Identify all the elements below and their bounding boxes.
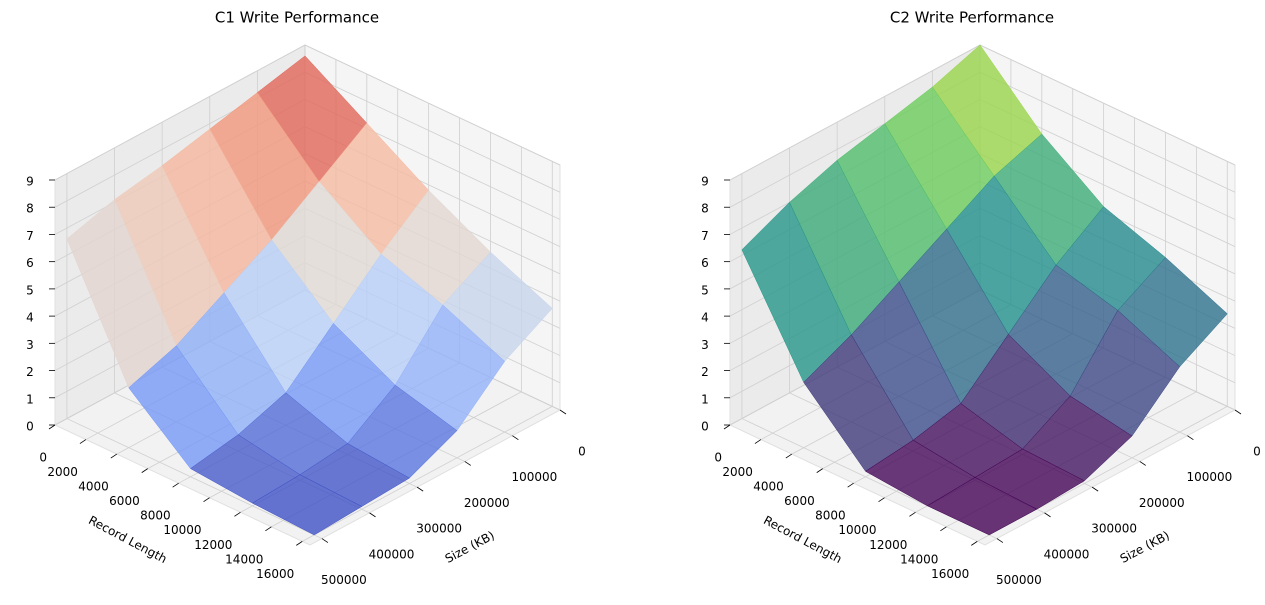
y-tick-label: 10000 xyxy=(163,523,201,537)
tick-mark xyxy=(754,439,762,444)
chart-panel: 0100000200000300000400000500000020004000… xyxy=(26,9,586,588)
tick-mark xyxy=(464,461,471,466)
x-tick-label: 200000 xyxy=(1139,496,1185,510)
grid-line xyxy=(304,44,561,166)
tick-mark xyxy=(172,482,179,488)
z-tick-label: 4 xyxy=(701,311,709,325)
grid-line xyxy=(304,71,561,193)
tick-mark xyxy=(512,435,519,441)
tick-mark xyxy=(723,424,731,430)
y-tick-label: 4000 xyxy=(753,480,784,494)
tick-mark xyxy=(559,409,567,415)
y-tick-label: 8000 xyxy=(140,509,171,523)
z-tick-label: 5 xyxy=(701,283,709,297)
y-tick-label: 0 xyxy=(39,451,47,465)
z-tick-label: 8 xyxy=(26,202,34,216)
x-tick-label: 200000 xyxy=(464,496,510,510)
tick-mark xyxy=(79,439,87,444)
tick-mark xyxy=(296,541,303,546)
grid-line xyxy=(729,44,981,181)
x-tick-label: 400000 xyxy=(1044,547,1090,561)
tick-mark xyxy=(369,512,376,518)
chart-panel: 0100000200000300000400000500000020004000… xyxy=(701,9,1261,588)
y-tick-label: 8000 xyxy=(815,509,846,523)
tick-mark xyxy=(909,511,916,517)
z-tick-label: 5 xyxy=(26,283,34,297)
chart-title: C2 Write Performance xyxy=(890,9,1054,27)
z-tick-label: 1 xyxy=(701,392,709,406)
y-tick-label: 16000 xyxy=(256,567,294,581)
tick-mark xyxy=(1187,435,1194,441)
y-tick-label: 12000 xyxy=(194,538,232,552)
tick-mark xyxy=(110,453,118,459)
tick-mark xyxy=(847,482,854,488)
y-tick-label: 4000 xyxy=(78,480,109,494)
tick-mark xyxy=(940,526,947,532)
y-tick-label: 2000 xyxy=(722,465,753,479)
x-tick-label: 300000 xyxy=(416,522,462,536)
z-tick-label: 0 xyxy=(701,420,709,434)
tick-mark xyxy=(1139,461,1146,466)
tick-mark xyxy=(878,497,885,503)
x-tick-label: 100000 xyxy=(511,470,557,484)
tick-mark xyxy=(1091,486,1099,492)
tick-mark xyxy=(785,453,793,459)
y-tick-label: 12000 xyxy=(869,538,907,552)
x-tick-label: 400000 xyxy=(369,547,415,561)
y-tick-label: 2000 xyxy=(47,465,78,479)
z-tick-label: 7 xyxy=(26,229,34,243)
tick-mark xyxy=(234,511,241,517)
z-tick-label: 1 xyxy=(26,392,34,406)
tick-mark xyxy=(48,424,56,430)
tick-mark xyxy=(971,541,978,546)
grid-line xyxy=(979,71,1236,193)
y-tick-label: 14000 xyxy=(225,552,263,566)
z-tick-label: 9 xyxy=(701,175,709,189)
z-tick-label: 3 xyxy=(701,338,709,352)
grid-line xyxy=(66,418,323,539)
y-tick-label: 6000 xyxy=(109,494,140,508)
y-tick-label: 6000 xyxy=(784,494,815,508)
tick-mark xyxy=(265,526,272,532)
x-tick-label: 0 xyxy=(578,445,586,459)
x-tick-label: 100000 xyxy=(1186,470,1232,484)
x-tick-label: 500000 xyxy=(321,573,367,587)
y-tick-label: 0 xyxy=(714,451,722,465)
z-tick-label: 0 xyxy=(26,420,34,434)
tick-mark xyxy=(816,468,823,473)
z-tick-label: 4 xyxy=(26,311,34,325)
x-tick-label: 500000 xyxy=(996,573,1042,587)
x-tick-label: 300000 xyxy=(1091,522,1137,536)
tick-mark xyxy=(1234,409,1242,415)
x-tick-label: 0 xyxy=(1253,445,1261,459)
z-tick-label: 9 xyxy=(26,175,34,189)
tick-mark xyxy=(996,538,1004,543)
surface-patch xyxy=(251,474,363,536)
grid-line xyxy=(979,44,1236,166)
y-tick-label: 10000 xyxy=(838,523,876,537)
tick-mark xyxy=(416,486,424,492)
tick-mark xyxy=(1044,512,1051,518)
tick-mark xyxy=(321,538,329,543)
tick-mark xyxy=(203,497,210,503)
z-tick-label: 6 xyxy=(26,256,34,270)
y-tick-label: 16000 xyxy=(931,567,969,581)
surface-patch xyxy=(926,477,1038,536)
tick-mark xyxy=(141,468,148,473)
z-tick-label: 8 xyxy=(701,202,709,216)
z-tick-label: 3 xyxy=(26,338,34,352)
z-tick-label: 2 xyxy=(26,365,34,379)
chart-title: C1 Write Performance xyxy=(215,9,379,27)
y-tick-label: 14000 xyxy=(900,552,938,566)
grid-line xyxy=(302,406,553,542)
z-tick-label: 7 xyxy=(701,229,709,243)
grid-line xyxy=(54,44,306,181)
z-tick-label: 2 xyxy=(701,365,709,379)
z-tick-label: 6 xyxy=(701,256,709,270)
